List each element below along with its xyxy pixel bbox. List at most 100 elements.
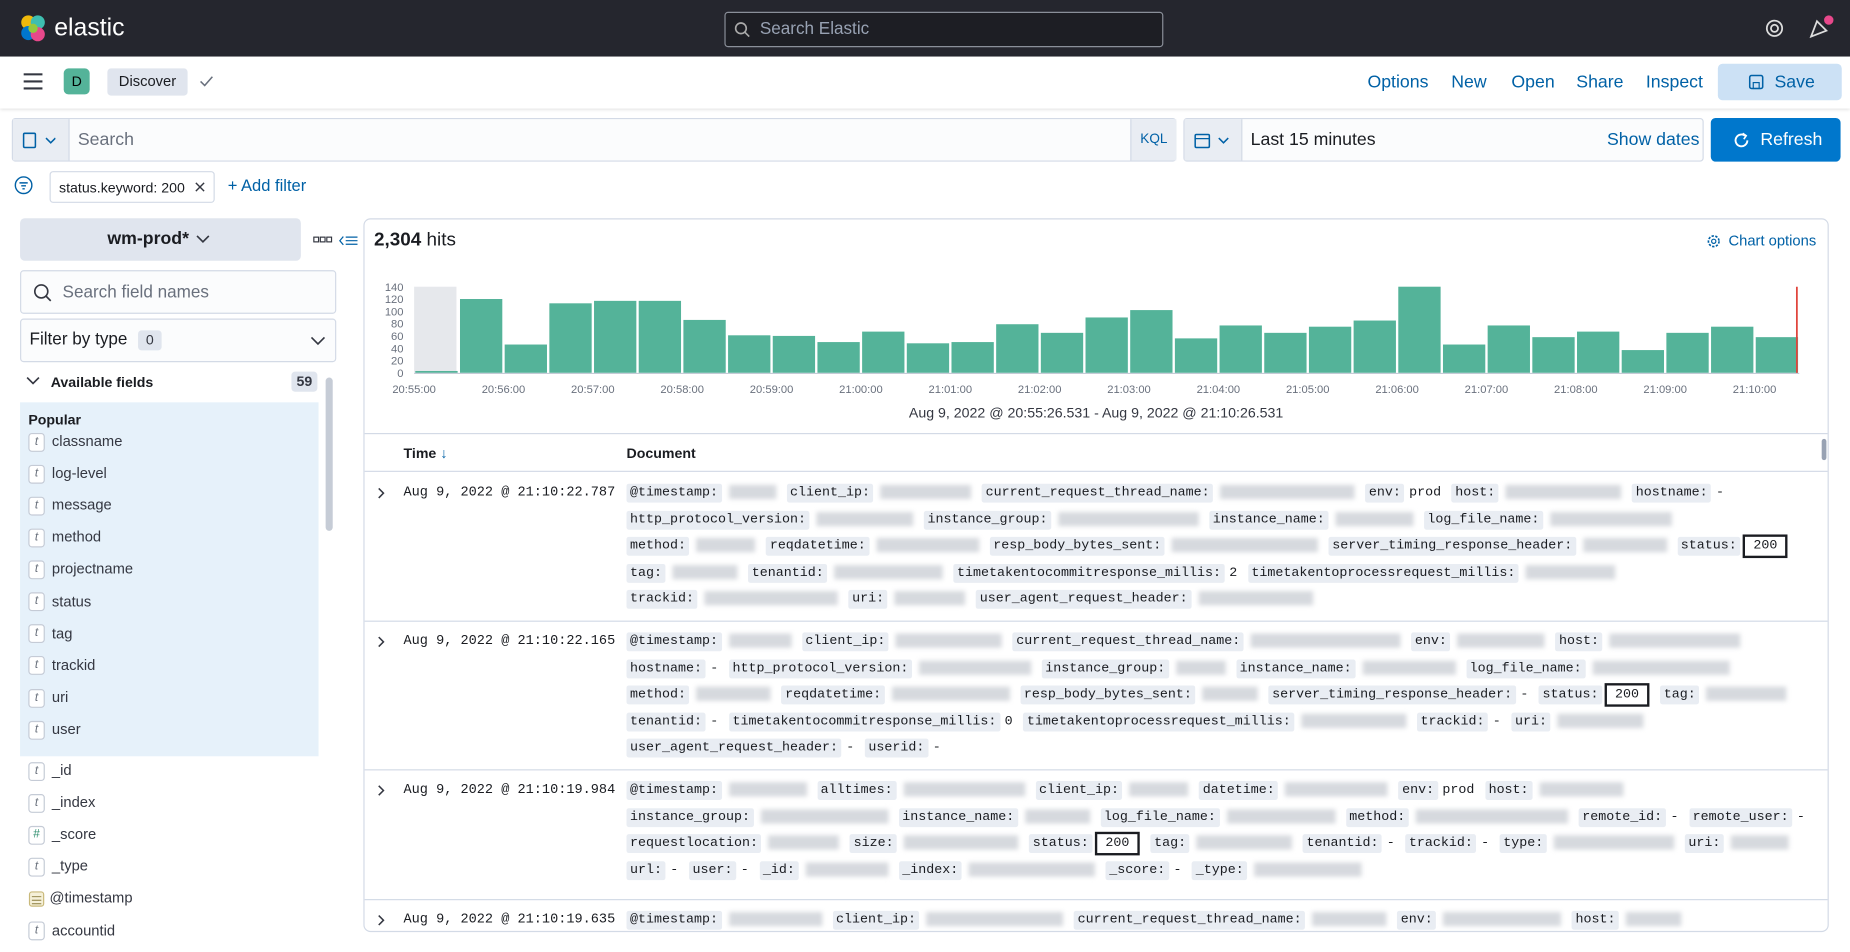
chart-options[interactable]: Chart options (1728, 232, 1817, 249)
nav-link[interactable]: New (1451, 71, 1487, 93)
language-toggle[interactable]: KQL (1130, 119, 1177, 161)
index-pattern-button[interactable]: wm-prod* (20, 218, 301, 261)
breadcrumb[interactable]: Discover (107, 68, 188, 96)
field-row[interactable]: t log-level (28, 461, 107, 485)
document-field: _score: - (1105, 857, 1182, 884)
field-row[interactable]: t message (28, 493, 112, 517)
table-scrollbar[interactable] (1821, 438, 1827, 461)
icon-lines (31, 896, 42, 905)
field-search[interactable]: Search field names (20, 270, 337, 314)
field-type-icon: t (28, 857, 45, 877)
add-filter[interactable]: + Add filter (227, 175, 307, 195)
document-field: type: (1499, 831, 1675, 858)
column-header[interactable]: Time ↓ (404, 445, 448, 462)
nav-link[interactable]: Options (1367, 71, 1429, 93)
chevron (378, 785, 385, 796)
help-icon[interactable] (1765, 19, 1784, 38)
global-search[interactable]: Search Elastic (724, 11, 1164, 48)
quick-menu-button[interactable] (1184, 119, 1243, 161)
field-key: uri: (1511, 712, 1551, 731)
document-field: current_request_thread_name: (1074, 907, 1387, 931)
document-field: size: (850, 831, 1019, 858)
field-name: message (51, 496, 112, 514)
expand-toggle[interactable] (376, 487, 385, 499)
document-field: current_request_thread_name: (1012, 629, 1401, 656)
news-icon[interactable] (1808, 14, 1836, 40)
expand-toggle[interactable] (376, 636, 385, 648)
x-tick-label: 21:08:00 (1554, 384, 1598, 396)
filter-pill[interactable]: status.keyword: 200 (49, 171, 215, 203)
redacted-value (1457, 633, 1545, 648)
nav-link[interactable]: Share (1576, 71, 1624, 93)
row-separator (364, 620, 1828, 622)
chevron (378, 915, 385, 926)
field-row[interactable]: t user (28, 717, 81, 741)
time-range[interactable]: Last 15 minutes (1250, 129, 1376, 150)
field-key: tenantid: (1302, 834, 1382, 854)
refresh-button[interactable]: Refresh (1710, 117, 1841, 162)
nav-link[interactable]: Inspect (1645, 71, 1703, 93)
field-key: env: (1411, 632, 1451, 652)
nav-link[interactable]: Open (1511, 71, 1555, 93)
popular-fields: Popular t classname t log-level t message t met… (20, 402, 319, 757)
document-field: status: 200 (1538, 682, 1650, 709)
document-field: host: (1451, 480, 1622, 507)
redacted-value (894, 591, 966, 606)
field-row[interactable]: t _id (28, 759, 72, 783)
field-row[interactable]: t trackid (28, 653, 95, 677)
x-tick-label: 21:04:00 (1197, 384, 1241, 396)
save-button[interactable]: Save (1717, 63, 1842, 101)
sort-icon[interactable]: ↓ (440, 444, 448, 462)
field-key: hostname: (1632, 483, 1712, 503)
field-row[interactable]: t uri (28, 685, 68, 709)
expand-toggle[interactable] (376, 785, 385, 797)
field-row[interactable]: t method (28, 525, 101, 549)
redacted-value (1171, 538, 1319, 553)
sidebar-actions[interactable] (313, 236, 360, 246)
elastic-logo[interactable] (19, 14, 47, 42)
filter-pill-label: status.keyword: 200 (58, 179, 185, 196)
field-value: 0 (1004, 714, 1013, 729)
document-field: tag: (1150, 831, 1293, 858)
field-row[interactable]: t tag (28, 621, 72, 645)
field-key: client_ip: (786, 483, 874, 503)
collapse-icon[interactable] (26, 376, 40, 385)
redacted-value (1443, 912, 1562, 927)
saved-query-button[interactable] (12, 119, 70, 161)
document-field: @timestamp: (626, 480, 776, 507)
remove-filter[interactable] (195, 182, 206, 193)
filter-by-type[interactable]: Filter by type 0 (20, 318, 337, 363)
field-row[interactable]: @timestamp (28, 887, 133, 911)
field-row[interactable]: t _index (28, 791, 95, 815)
field-row[interactable]: t status (28, 589, 91, 613)
filter-menu-icon[interactable] (14, 176, 33, 195)
field-name: trackid (51, 656, 96, 674)
show-dates[interactable]: Show dates (1606, 129, 1700, 150)
document-field: env: prod (1398, 778, 1474, 805)
field-row[interactable]: t projectname (28, 557, 133, 581)
redacted-value (760, 808, 889, 823)
field-row[interactable]: t _type (28, 855, 88, 879)
query-input[interactable]: Search (77, 129, 134, 150)
field-key: instance_group: (626, 807, 754, 827)
histogram-bar (683, 319, 726, 373)
document-time: Aug 9, 2022 @ 21:10:19.635 (403, 912, 616, 928)
brand[interactable]: elastic (54, 14, 125, 42)
field-row[interactable]: t classname (28, 429, 122, 453)
document-field: instance_name: (898, 804, 1090, 831)
menu-button[interactable] (23, 73, 43, 90)
document-field: tenantid: - (626, 708, 718, 735)
column-title: Time (403, 444, 437, 462)
field-row[interactable]: # _score (28, 823, 96, 847)
redacted-value (1058, 511, 1199, 526)
redacted-value (768, 835, 840, 850)
filter-by-type-label: Filter by type (29, 330, 128, 350)
field-row[interactable]: t accountid (28, 919, 115, 943)
space-badge[interactable]: D (63, 68, 90, 95)
document-field: @timestamp: (626, 778, 807, 805)
scrollbar[interactable] (325, 377, 333, 531)
expand-toggle[interactable] (376, 914, 385, 926)
redacted-value (1525, 564, 1616, 579)
document-field: http_protocol_version: (728, 655, 1032, 682)
